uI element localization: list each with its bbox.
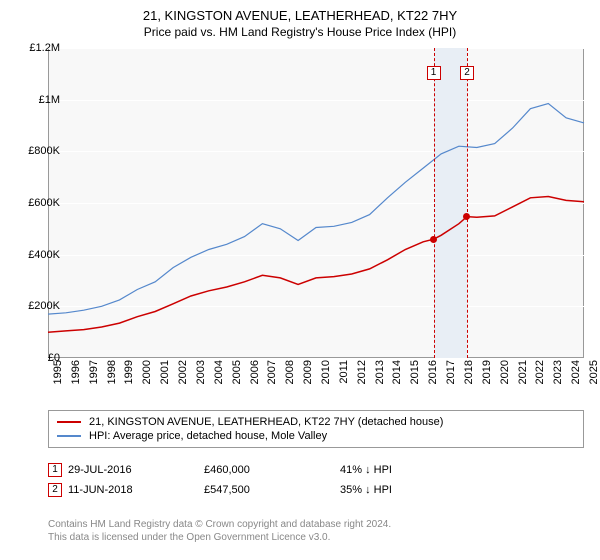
legend-label: 21, KINGSTON AVENUE, LEATHERHEAD, KT22 7… [89, 416, 443, 428]
transaction-line [434, 48, 435, 358]
transaction-line [467, 48, 468, 358]
transaction-dot [430, 236, 437, 243]
y-tick-label: £600K [20, 197, 60, 209]
x-tick-label: 1999 [123, 360, 135, 400]
x-tick-label: 2007 [266, 360, 278, 400]
x-tick-label: 1998 [106, 360, 118, 400]
x-tick-label: 2009 [302, 360, 314, 400]
x-tick-label: 2011 [338, 360, 350, 400]
y-tick-label: £1M [20, 94, 60, 106]
gridline [48, 358, 584, 359]
transaction-row-marker: 1 [48, 463, 62, 477]
x-tick-label: 2016 [427, 360, 439, 400]
legend-item: 21, KINGSTON AVENUE, LEATHERHEAD, KT22 7… [57, 415, 575, 429]
transaction-label: 1 [427, 66, 441, 80]
footer-line-1: Contains HM Land Registry data © Crown c… [48, 518, 584, 531]
legend-swatch [57, 421, 81, 423]
transaction-diff: 41% ↓ HPI [340, 464, 440, 476]
x-tick-label: 2020 [499, 360, 511, 400]
x-tick-label: 2001 [159, 360, 171, 400]
x-tick-label: 2005 [231, 360, 243, 400]
chart-container: 21, KINGSTON AVENUE, LEATHERHEAD, KT22 7… [0, 0, 600, 560]
x-tick-label: 2008 [284, 360, 296, 400]
chart-plot-area: 12 [48, 48, 584, 358]
chart-subtitle: Price paid vs. HM Land Registry's House … [0, 23, 600, 39]
x-tick-label: 2000 [141, 360, 153, 400]
x-tick-label: 1996 [70, 360, 82, 400]
x-tick-label: 1997 [88, 360, 100, 400]
transaction-row: 2 11-JUN-2018 £547,500 35% ↓ HPI [48, 480, 584, 500]
legend: 21, KINGSTON AVENUE, LEATHERHEAD, KT22 7… [48, 410, 584, 448]
x-tick-label: 2003 [195, 360, 207, 400]
x-tick-label: 2012 [356, 360, 368, 400]
footer-line-2: This data is licensed under the Open Gov… [48, 531, 584, 544]
x-tick-label: 2004 [213, 360, 225, 400]
x-tick-label: 2025 [588, 360, 600, 400]
transaction-row: 1 29-JUL-2016 £460,000 41% ↓ HPI [48, 460, 584, 480]
x-tick-label: 2015 [409, 360, 421, 400]
transaction-date: 29-JUL-2016 [68, 464, 198, 476]
x-tick-label: 2023 [552, 360, 564, 400]
x-tick-label: 2024 [570, 360, 582, 400]
legend-label: HPI: Average price, detached house, Mole… [89, 430, 327, 442]
x-tick-label: 1995 [52, 360, 64, 400]
x-tick-label: 2019 [481, 360, 493, 400]
transaction-price: £547,500 [204, 484, 334, 496]
series-line-hpi [48, 104, 584, 315]
y-tick-label: £400K [20, 249, 60, 261]
transaction-label: 2 [460, 66, 474, 80]
series-line-property [48, 197, 584, 333]
x-tick-label: 2021 [517, 360, 529, 400]
x-tick-label: 2017 [445, 360, 457, 400]
legend-item: HPI: Average price, detached house, Mole… [57, 429, 575, 443]
x-tick-label: 2010 [320, 360, 332, 400]
y-tick-label: £200K [20, 300, 60, 312]
transaction-row-marker: 2 [48, 483, 62, 497]
x-tick-label: 2006 [249, 360, 261, 400]
x-tick-label: 2014 [391, 360, 403, 400]
transaction-price: £460,000 [204, 464, 334, 476]
legend-swatch [57, 435, 81, 437]
x-tick-label: 2002 [177, 360, 189, 400]
y-tick-label: £800K [20, 145, 60, 157]
line-series-svg [48, 48, 584, 358]
y-tick-label: £1.2M [20, 42, 60, 54]
x-tick-label: 2022 [534, 360, 546, 400]
transactions-table: 1 29-JUL-2016 £460,000 41% ↓ HPI 2 11-JUN-201… [48, 460, 584, 500]
transaction-date: 11-JUN-2018 [68, 484, 198, 496]
transaction-diff: 35% ↓ HPI [340, 484, 440, 496]
chart-title: 21, KINGSTON AVENUE, LEATHERHEAD, KT22 7… [0, 0, 600, 23]
x-tick-label: 2013 [374, 360, 386, 400]
x-tick-label: 2018 [463, 360, 475, 400]
footer: Contains HM Land Registry data © Crown c… [48, 518, 584, 544]
